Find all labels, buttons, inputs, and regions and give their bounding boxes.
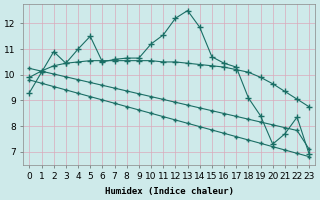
X-axis label: Humidex (Indice chaleur): Humidex (Indice chaleur) [105, 187, 234, 196]
